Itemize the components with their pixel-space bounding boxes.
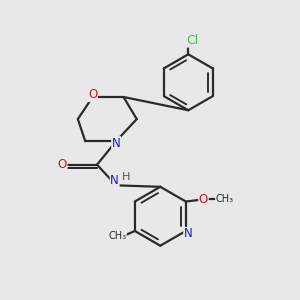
Text: N: N [112,137,121,150]
Text: O: O [199,193,208,206]
Text: Cl: Cl [187,34,199,47]
Text: CH₃: CH₃ [216,194,234,204]
Text: O: O [88,88,97,101]
Text: CH₃: CH₃ [108,231,126,241]
Text: N: N [110,174,119,187]
Text: N: N [184,227,193,240]
Text: H: H [122,172,130,182]
Text: O: O [58,158,67,171]
